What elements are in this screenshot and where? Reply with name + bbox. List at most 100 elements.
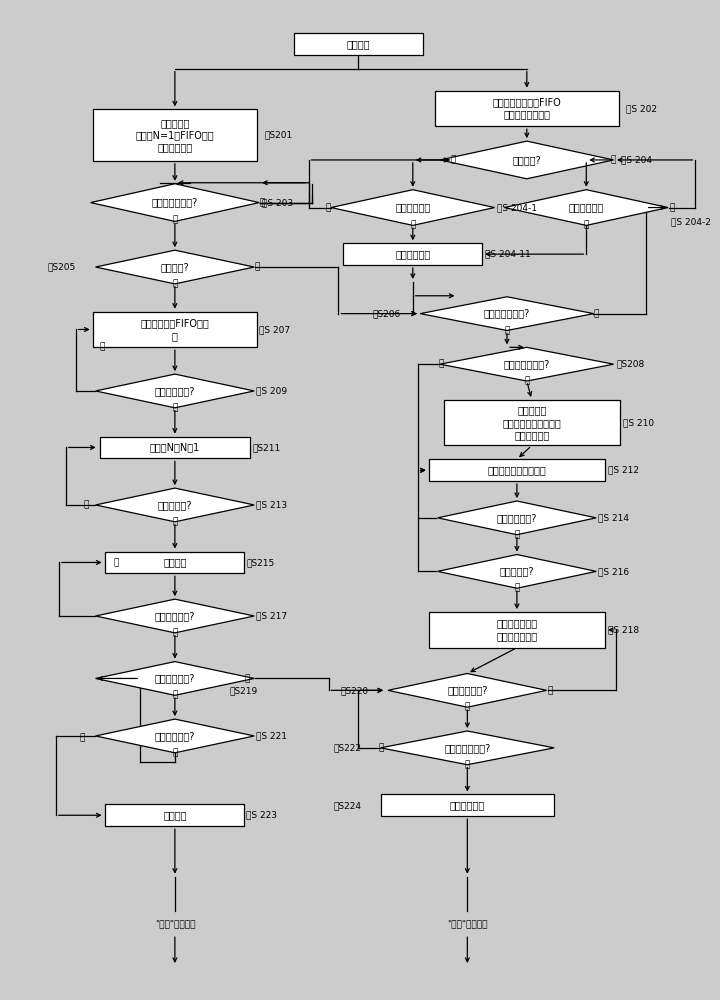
Text: 收到启动脉冲: 收到启动脉冲 [569,203,604,213]
Bar [444,400,620,445]
Bar [99,437,251,458]
Text: 否: 否 [326,203,331,212]
Text: ～S205: ～S205 [48,263,76,272]
Text: 禁止写入: 禁止写入 [163,557,186,567]
Text: 收到重复帧脉冲?: 收到重复帧脉冲? [444,743,490,753]
Text: 否: 否 [259,198,265,207]
Bar [435,91,618,126]
Polygon shape [438,501,596,535]
Bar [381,794,554,816]
Bar [106,804,244,826]
Text: ～S 204-1: ～S 204-1 [497,203,537,212]
Text: 重复帧标志有效?: 重复帧标志有效? [504,359,550,369]
Text: 垂直正程结束?: 垂直正程结束? [155,386,195,396]
Text: ～S222: ～S222 [333,743,361,752]
Text: ～S 223: ～S 223 [246,811,277,820]
Bar [93,312,256,347]
Text: ～S 216: ～S 216 [598,567,629,576]
Polygon shape [331,190,495,225]
Text: ～S 202: ～S 202 [626,104,657,113]
Text: 图形输出帧开始?: 图形输出帧开始? [484,309,530,319]
Text: 允许写入: 允许写入 [163,810,186,820]
Polygon shape [420,297,594,330]
Polygon shape [96,662,254,695]
Text: ～S201: ～S201 [264,131,292,140]
Text: 是: 是 [172,628,178,637]
Text: 是: 是 [504,326,510,335]
Text: 读指针指向
上一帧的开始地址，清
除重复帧标志: 读指针指向 上一帧的开始地址，清 除重复帧标志 [503,405,561,440]
Text: "重启"中断申请: "重启"中断申请 [155,920,195,929]
Text: 是: 是 [172,517,178,526]
Text: ～S206: ～S206 [373,309,401,318]
Bar [93,109,256,161]
Text: 否: 否 [593,309,599,318]
Text: 系统启动: 系统启动 [346,39,370,49]
Text: 图形输入帧开始?: 图形输入帧开始? [152,198,198,208]
Text: 达到下阈值?: 达到下阈值? [500,566,534,576]
Text: ～S 210: ～S 210 [623,418,654,427]
Text: 否: 否 [670,203,675,212]
Text: 置重复帧标志，
发送重复帧脉冲: 置重复帧标志， 发送重复帧脉冲 [496,619,537,641]
Text: ～S 204: ～S 204 [621,155,652,164]
Text: ～S 203: ～S 203 [262,198,293,207]
Polygon shape [91,184,259,221]
Polygon shape [96,488,254,522]
Text: 是: 是 [410,220,415,229]
Text: 是: 是 [172,215,178,224]
Polygon shape [505,190,668,225]
Text: ～S 207: ～S 207 [259,325,290,334]
Polygon shape [388,673,546,707]
Text: ～S208: ～S208 [616,360,644,369]
Text: 帧编号N＝N＋1: 帧编号N＝N＋1 [150,442,200,452]
Text: 从缓冲区读出图形数据: 从缓冲区读出图形数据 [487,465,546,475]
Text: 达到启动阈值: 达到启动阈值 [395,203,431,213]
Text: 允许写入?: 允许写入? [161,262,189,272]
Text: 是: 是 [172,279,178,288]
Text: ～S 218: ～S 218 [608,625,639,634]
Polygon shape [96,374,254,408]
Text: ～S 204-2: ～S 204-2 [670,217,711,226]
Text: 是: 是 [451,155,456,164]
Text: ～S 209: ～S 209 [256,386,287,395]
Text: ～S220: ～S220 [341,686,369,695]
Text: 是: 是 [172,403,178,412]
Text: 否: 否 [172,748,178,757]
Text: ～S219: ～S219 [230,686,258,695]
Polygon shape [96,599,254,633]
Text: 是: 是 [80,733,86,742]
Text: "暂停"中断申请: "暂停"中断申请 [447,920,487,929]
Text: 是: 是 [514,530,520,539]
Text: 发送启动脉冲: 发送启动脉冲 [395,249,431,259]
Text: ～S 204-11: ～S 204-11 [485,250,531,259]
Text: 达到上阈值?: 达到上阈值? [158,500,192,510]
Text: 否: 否 [439,360,444,369]
Text: 否: 否 [100,343,105,352]
Text: 主同步器?: 主同步器? [513,155,541,165]
Text: ～S 221: ～S 221 [256,731,287,740]
Text: ～S 213: ～S 213 [256,500,287,509]
Text: 写图形数据到FIFO存储
器: 写图形数据到FIFO存储 器 [140,318,210,341]
Text: 垂直逆程开始?: 垂直逆程开始? [155,611,195,621]
Text: 否: 否 [114,558,119,567]
Text: 清除重复帧标志，FIFO
存储器读指针复位: 清除重复帧标志，FIFO 存储器读指针复位 [492,97,561,120]
Text: 否: 否 [611,155,616,164]
Text: 达到重启阈值?: 达到重启阈值? [155,673,195,683]
Text: 否: 否 [464,703,470,712]
Text: 否: 否 [254,263,260,272]
Text: 置重复帧标志: 置重复帧标志 [450,800,485,810]
Text: 否: 否 [84,500,89,509]
Text: 是: 是 [514,584,520,593]
Polygon shape [440,141,613,179]
Text: 否: 否 [172,691,178,700]
Bar [343,243,482,265]
Text: ～S 217: ～S 217 [256,611,287,620]
Text: ～S 214: ～S 214 [598,513,629,522]
Polygon shape [438,555,596,588]
Polygon shape [96,250,254,284]
Text: 是: 是 [584,220,589,229]
Text: 垂直正程结束?: 垂直正程结束? [497,513,537,523]
Polygon shape [440,347,613,381]
Text: 是: 是 [245,674,250,683]
Bar [428,459,605,481]
Text: 是: 是 [548,686,553,695]
